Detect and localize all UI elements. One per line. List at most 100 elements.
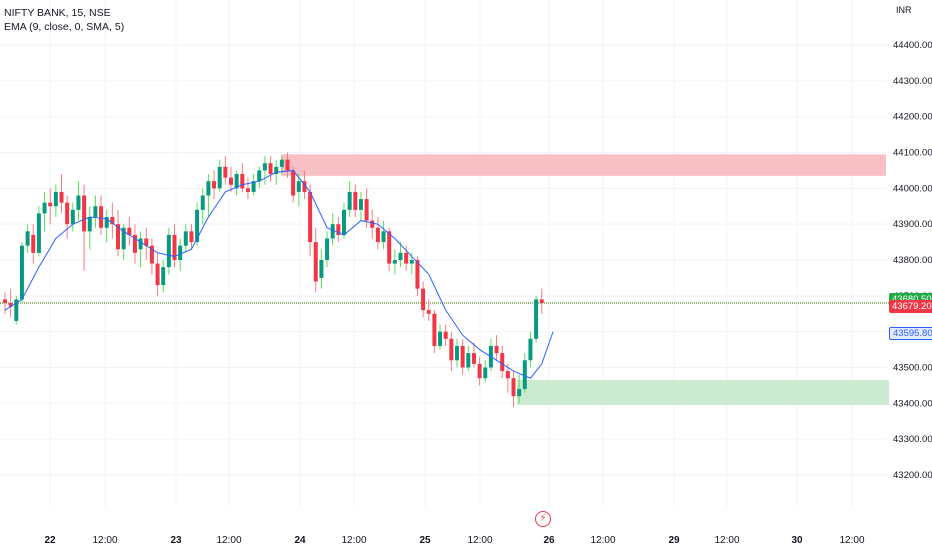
time-tick-label: 12:00 bbox=[216, 535, 241, 546]
candles-layer[interactable] bbox=[3, 152, 544, 407]
candle-up bbox=[14, 299, 19, 321]
price-tick-label: 43400.00 bbox=[893, 398, 932, 409]
time-tick-label: 24 bbox=[294, 535, 306, 546]
price-tag-ema: 43595.80 bbox=[889, 326, 932, 340]
candle-down bbox=[511, 378, 516, 397]
price-tick-label: 43300.00 bbox=[893, 434, 932, 445]
candle-up bbox=[178, 245, 183, 260]
candle-down bbox=[144, 238, 149, 246]
chart-legend[interactable]: NIFTY BANK, 15, NSE EMA (9, close, 0, SM… bbox=[4, 6, 124, 34]
candle-down bbox=[132, 234, 137, 253]
candle-down bbox=[245, 188, 250, 192]
candle-up bbox=[93, 206, 98, 218]
ema-line bbox=[4, 169, 554, 379]
price-tick-label: 43200.00 bbox=[893, 470, 932, 481]
candle-up bbox=[166, 234, 171, 268]
candle-down bbox=[116, 224, 120, 250]
candle-down bbox=[471, 353, 476, 364]
candle-down bbox=[268, 163, 273, 175]
candle-up bbox=[392, 260, 397, 264]
price-tag-red: 43679.20 bbox=[889, 299, 932, 313]
candle-down bbox=[59, 191, 64, 203]
candle-down bbox=[539, 299, 544, 303]
candle-up bbox=[358, 199, 363, 210]
candle-up bbox=[438, 331, 443, 346]
candle-down bbox=[285, 159, 290, 171]
price-axis[interactable]: 44400.00 44300.00 44200.00 44100.00 44000.00… bbox=[893, 40, 932, 481]
candle-down bbox=[291, 170, 296, 196]
time-tick-label: 30 bbox=[791, 535, 803, 546]
candle-up bbox=[76, 195, 81, 210]
candle-up bbox=[534, 299, 539, 339]
zones-layer bbox=[281, 154, 889, 406]
candle-up bbox=[455, 345, 459, 361]
candle-down bbox=[404, 252, 409, 264]
candle-down bbox=[31, 234, 36, 253]
candle-up bbox=[330, 224, 335, 239]
chart-grid bbox=[0, 0, 887, 507]
candle-down bbox=[110, 217, 115, 225]
candle-up bbox=[200, 195, 205, 210]
time-axis[interactable]: 22 12:00 23 12:00 24 12:00 25 12:00 26 12:00 29 12:… bbox=[44, 535, 865, 546]
candle-down bbox=[387, 231, 392, 264]
ema-indicator-label[interactable]: EMA (9, close, 0, SMA, 5) bbox=[4, 21, 125, 33]
price-tick-label: 43900.00 bbox=[893, 219, 932, 230]
candle-up bbox=[262, 163, 267, 171]
candle-down bbox=[189, 231, 194, 243]
lightning-bolt-icon[interactable]: ⚡︎ bbox=[535, 511, 551, 527]
price-tick-label: 44000.00 bbox=[893, 183, 932, 194]
candle-up bbox=[274, 166, 279, 175]
candle-up bbox=[257, 170, 262, 182]
price-tick-label: 44300.00 bbox=[893, 76, 932, 87]
candle-down bbox=[426, 310, 431, 314]
symbol-label[interactable]: NIFTY BANK, 15, NSE bbox=[4, 7, 111, 19]
candle-up bbox=[161, 267, 166, 286]
price-tick-label: 44400.00 bbox=[893, 40, 932, 51]
candle-up bbox=[19, 245, 24, 300]
candle-down bbox=[302, 181, 307, 192]
candle-up bbox=[53, 191, 58, 207]
candle-down bbox=[155, 263, 160, 286]
candle-down bbox=[460, 345, 465, 368]
ema-layer bbox=[4, 169, 554, 379]
candle-up bbox=[347, 191, 352, 210]
candle-up bbox=[234, 174, 239, 189]
candle-up bbox=[296, 181, 301, 192]
candle-up bbox=[36, 213, 41, 253]
candle-up bbox=[87, 217, 92, 232]
candle-up bbox=[42, 202, 47, 214]
candle-down bbox=[364, 199, 369, 221]
candle-down bbox=[212, 181, 217, 189]
candle-down bbox=[375, 227, 380, 243]
candle-down bbox=[65, 202, 70, 225]
candle-up bbox=[183, 231, 188, 246]
candle-down bbox=[48, 202, 53, 207]
candle-down bbox=[149, 245, 154, 264]
candle-up bbox=[409, 260, 414, 264]
candle-up bbox=[517, 388, 522, 397]
price-tick-label: 43500.00 bbox=[893, 362, 932, 373]
price-tick-label: 44200.00 bbox=[893, 112, 932, 123]
candle-up bbox=[522, 360, 527, 389]
price-tick-label: 44100.00 bbox=[893, 148, 932, 159]
time-tick-label: 25 bbox=[419, 535, 431, 546]
candle-down bbox=[421, 288, 426, 311]
time-tick-label: 26 bbox=[543, 535, 555, 546]
candle-down bbox=[99, 206, 104, 228]
candle-down bbox=[449, 338, 454, 361]
candle-up bbox=[483, 367, 488, 379]
candle-down bbox=[500, 353, 505, 372]
time-tick-label: 22 bbox=[44, 535, 56, 546]
time-tick-label: 23 bbox=[170, 535, 182, 546]
candle-down bbox=[308, 191, 313, 243]
time-tick-label: 12:00 bbox=[92, 535, 117, 546]
candle-down bbox=[477, 363, 482, 379]
time-tick-label: 12:00 bbox=[467, 535, 492, 546]
candle-down bbox=[370, 220, 375, 228]
time-tick-label: 12:00 bbox=[714, 535, 739, 546]
candle-down bbox=[3, 299, 7, 303]
candle-up bbox=[138, 238, 143, 250]
candle-down bbox=[229, 177, 233, 185]
candle-up bbox=[104, 217, 109, 228]
